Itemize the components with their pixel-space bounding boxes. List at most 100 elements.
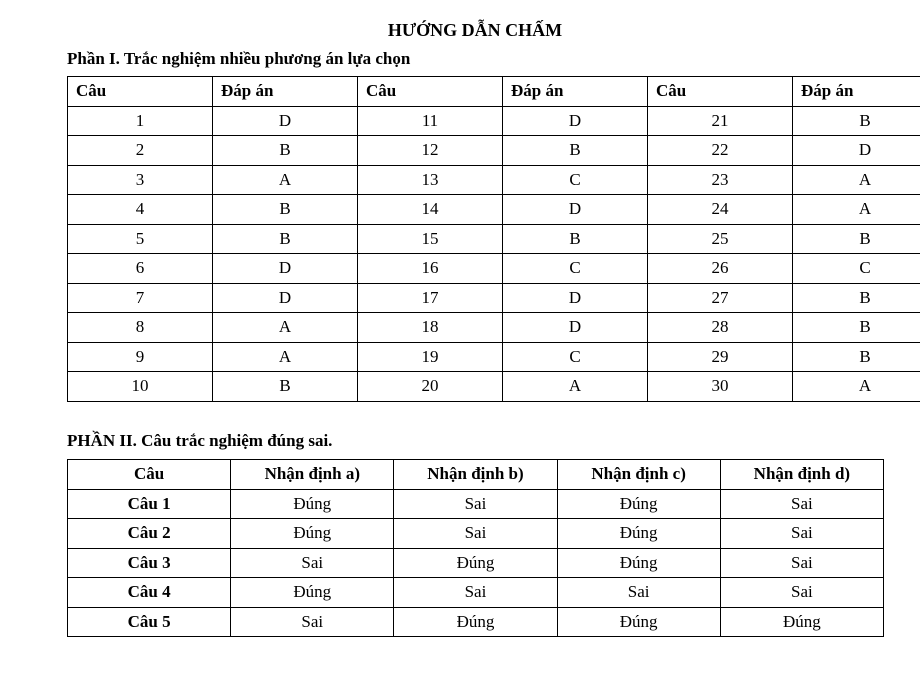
header-row: Câu Nhận định a) Nhận định b) Nhận định c) N… <box>66 459 885 490</box>
table-cell: 27 <box>647 282 793 313</box>
table-cell: Đúng <box>393 547 558 578</box>
table-cell: 20 <box>357 371 503 402</box>
table-row: 10 B 20 A 30 A <box>67 371 920 402</box>
table-cell: Sai <box>719 518 885 549</box>
table-cell: 22 <box>647 135 793 166</box>
table-row: 5 B 15 B 25 B <box>67 223 920 254</box>
table-cell: D <box>212 282 358 313</box>
table-cell: Đúng <box>230 488 395 519</box>
table-cell: Đúng <box>719 606 885 637</box>
table-cell: 14 <box>357 194 503 225</box>
table-cell: 17 <box>357 282 503 313</box>
table-cell: 19 <box>357 341 503 372</box>
table-cell: Câu 2 <box>66 518 232 549</box>
table-cell: C <box>502 341 648 372</box>
table-cell: 24 <box>647 194 793 225</box>
table-cell: 2 <box>67 135 213 166</box>
table-cell: 7 <box>67 282 213 313</box>
table-cell: 4 <box>67 194 213 225</box>
table-cell: D <box>502 194 648 225</box>
table-cell: Sai <box>719 547 885 578</box>
table-cell: 1 <box>67 105 213 136</box>
table-row: Câu 1 Đúng Sai Đúng Sai <box>66 488 885 519</box>
column-header: Nhận định b) <box>393 459 558 490</box>
table-cell: B <box>792 312 920 343</box>
table-cell: Sai <box>719 577 885 608</box>
table-cell: B <box>212 135 358 166</box>
table-cell: Đúng <box>556 488 721 519</box>
table-cell: Đúng <box>556 606 721 637</box>
column-header: Câu <box>66 459 232 490</box>
table-row: 1 D 11 D 21 B <box>67 105 920 136</box>
column-header: Đáp án <box>792 76 920 107</box>
table-cell: B <box>502 223 648 254</box>
part2-heading: PHẦN II. Câu trắc nghiệm đúng sai. <box>67 431 333 450</box>
table-cell: A <box>792 164 920 195</box>
table-cell: A <box>212 164 358 195</box>
table-cell: 30 <box>647 371 793 402</box>
table-cell: C <box>502 253 648 284</box>
table-cell: 9 <box>67 341 213 372</box>
table-row: 6 D 16 C 26 C <box>67 253 920 284</box>
table-row: Câu 3 Sai Đúng Đúng Sai <box>66 547 885 578</box>
table-cell: A <box>792 194 920 225</box>
table-cell: B <box>792 223 920 254</box>
table-cell: Đúng <box>556 518 721 549</box>
column-header: Đáp án <box>212 76 358 107</box>
table-row: 9 A 19 C 29 B <box>67 341 920 372</box>
table-cell: 13 <box>357 164 503 195</box>
table-cell: Sai <box>230 547 395 578</box>
table-cell: 11 <box>357 105 503 136</box>
table-cell: A <box>502 371 648 402</box>
table-cell: A <box>212 341 358 372</box>
table-cell: 12 <box>357 135 503 166</box>
table-cell: Câu 3 <box>66 547 232 578</box>
table-row: Câu 4 Đúng Sai Sai Sai <box>66 577 885 608</box>
table-cell: Đúng <box>230 577 395 608</box>
table-cell: 5 <box>67 223 213 254</box>
table-row: 8 A 18 D 28 B <box>67 312 920 343</box>
table-cell: Câu 4 <box>66 577 232 608</box>
table-row: 4 B 14 D 24 A <box>67 194 920 225</box>
table-cell: B <box>502 135 648 166</box>
table-cell: D <box>502 312 648 343</box>
table-cell: 10 <box>67 371 213 402</box>
column-header: Câu <box>357 76 503 107</box>
table-cell: B <box>792 105 920 136</box>
column-header: Câu <box>647 76 793 107</box>
part2-answer-table: Câu Nhận định a) Nhận định b) Nhận định c) N… <box>66 459 885 637</box>
table-cell: 23 <box>647 164 793 195</box>
table-cell: B <box>792 282 920 313</box>
table-row: Câu 5 Sai Đúng Đúng Đúng <box>66 606 885 637</box>
column-header: Câu <box>67 76 213 107</box>
table-row: Câu 2 Đúng Sai Đúng Sai <box>66 518 885 549</box>
table-cell: D <box>502 105 648 136</box>
table-cell: Sai <box>393 518 558 549</box>
table-cell: B <box>212 371 358 402</box>
table-cell: C <box>792 253 920 284</box>
table-cell: Sai <box>556 577 721 608</box>
part1-answer-table: Câu Đáp án Câu Đáp án Câu Đáp án 1 D 11 D 21 B 2 B 12 B… <box>67 76 920 402</box>
table-cell: B <box>212 194 358 225</box>
table-cell: Sai <box>230 606 395 637</box>
table-cell: 21 <box>647 105 793 136</box>
table-cell: 29 <box>647 341 793 372</box>
table-cell: D <box>212 253 358 284</box>
table-row: 2 B 12 B 22 D <box>67 135 920 166</box>
table-cell: Đúng <box>556 547 721 578</box>
table-cell: B <box>792 341 920 372</box>
table-row: 7 D 17 D 27 B <box>67 282 920 313</box>
table-cell: 18 <box>357 312 503 343</box>
column-header: Đáp án <box>502 76 648 107</box>
table-cell: 15 <box>357 223 503 254</box>
table-cell: C <box>502 164 648 195</box>
table-cell: 16 <box>357 253 503 284</box>
table-cell: Câu 5 <box>66 606 232 637</box>
table-cell: 6 <box>67 253 213 284</box>
part1-heading: Phần I. Trắc nghiệm nhiều phương án lựa … <box>67 49 411 68</box>
table-cell: A <box>212 312 358 343</box>
table-cell: Sai <box>393 577 558 608</box>
table-cell: D <box>212 105 358 136</box>
table-cell: 26 <box>647 253 793 284</box>
table-cell: Sai <box>393 488 558 519</box>
